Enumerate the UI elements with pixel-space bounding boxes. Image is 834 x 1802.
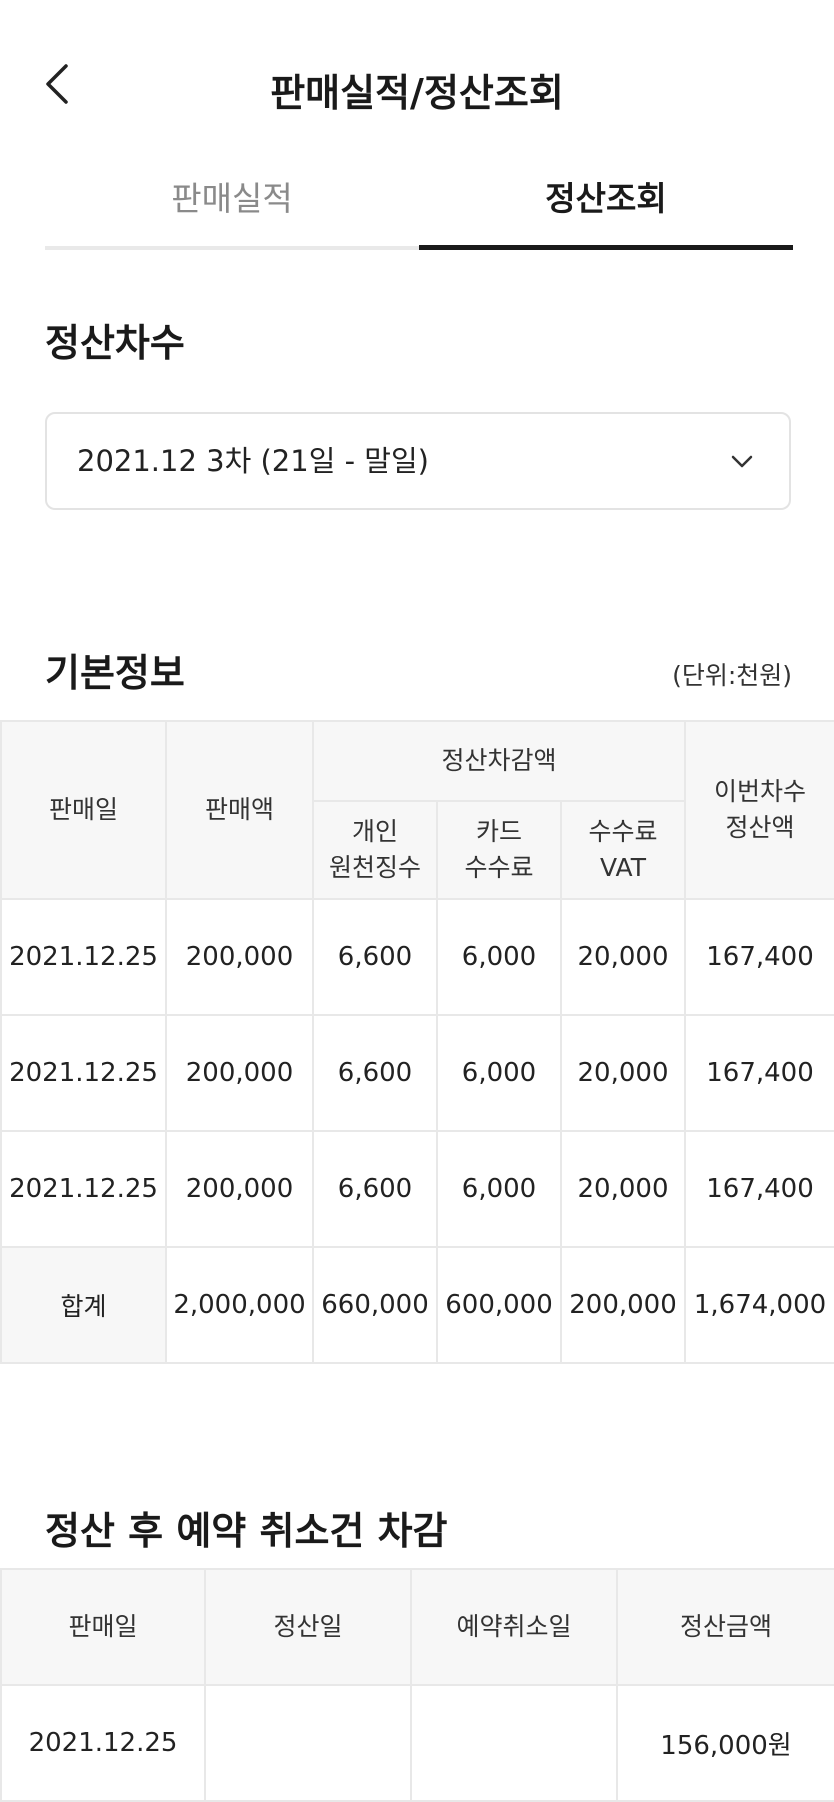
cell-settle: 167,400 — [684, 898, 834, 1016]
table-row: 2021.12.25 200,000 6,600 6,000 20,000 16… — [0, 898, 834, 1016]
cell-vat: 20,000 — [559, 1130, 687, 1248]
settlement-round-value: 2021.12 3차 (21일 - 말일) — [77, 444, 429, 478]
page-title: 판매실적/정산조회 — [270, 71, 564, 115]
cell-withholding: 6,600 — [312, 898, 438, 1016]
cell-card-fee: 6,000 — [436, 898, 562, 1016]
cell-withholding: 6,600 — [312, 1014, 438, 1132]
col-header-sale-amount: 판매액 — [165, 720, 314, 900]
cancellation-section-title: 정산 후 예약 취소건 차감 — [45, 1509, 448, 1553]
col-header-sale-date: 판매일 — [0, 720, 167, 900]
cell-settle: 167,400 — [684, 1130, 834, 1248]
cell-vat: 20,000 — [559, 1014, 687, 1132]
total-vat: 200,000 — [559, 1246, 687, 1364]
col-header-settle-amount: 정산금액 — [616, 1568, 834, 1686]
table-row: 2021.12.25 200,000 6,600 6,000 20,000 16… — [0, 1130, 834, 1248]
cell-date: 2021.12.25 — [0, 1014, 167, 1132]
cell-settle: 167,400 — [684, 1014, 834, 1132]
total-settle: 1,674,000 — [684, 1246, 834, 1364]
cell-cancel-date — [410, 1684, 618, 1802]
settlement-round-select[interactable]: 2021.12 3차 (21일 - 말일) — [45, 412, 791, 510]
unit-label: (단위:천원) — [672, 661, 792, 690]
basic-info-title: 기본정보 — [45, 651, 185, 695]
cell-withholding: 6,600 — [312, 1130, 438, 1248]
col-header-cancel-date: 예약취소일 — [410, 1568, 618, 1686]
col-header-deduction-group: 정산차감액 — [311, 720, 687, 802]
cell-sales: 200,000 — [165, 1014, 314, 1132]
total-label: 합계 — [0, 1246, 167, 1364]
chevron-down-icon — [731, 455, 753, 468]
settlement-round-title: 정산차수 — [45, 321, 185, 365]
col-header-withholding: 개인 원천징수 — [312, 800, 438, 900]
tab-sales-performance[interactable]: 판매실적 — [171, 179, 293, 218]
basic-info-table: 판매일 판매액 정산차감액 이번차수 정산액 개인 원천징수 카드 수수료 수수료 VA… — [0, 720, 834, 1364]
cell-settle-amount: 156,000원 — [616, 1684, 834, 1802]
col-header-card-fee: 카드 수수료 — [436, 800, 562, 900]
cell-card-fee: 6,000 — [436, 1130, 562, 1248]
chevron-left-icon — [46, 64, 68, 104]
tab-settlement-inquiry[interactable]: 정산조회 — [419, 170, 793, 250]
total-sales: 2,000,000 — [165, 1246, 314, 1364]
cell-sales: 200,000 — [165, 898, 314, 1016]
tab-bar: 판매실적 정산조회 — [45, 170, 793, 250]
col-header-settle-amount: 이번차수 정산액 — [684, 720, 834, 900]
cell-date: 2021.12.25 — [0, 1130, 167, 1248]
cell-card-fee: 6,000 — [436, 1014, 562, 1132]
cancellation-table: 판매일 정산일 예약취소일 정산금액 2021.12.25 156,000원 — [0, 1568, 834, 1802]
cell-date: 2021.12.25 — [0, 898, 167, 1016]
cell-settle-date — [204, 1684, 412, 1802]
col-header-fee-vat: 수수료 VAT — [559, 800, 687, 900]
col-header-settle-date: 정산일 — [204, 1568, 412, 1686]
back-button[interactable] — [40, 60, 84, 120]
table-row: 2021.12.25 200,000 6,600 6,000 20,000 16… — [0, 1014, 834, 1132]
total-withholding: 660,000 — [312, 1246, 438, 1364]
col-header-sale-date: 판매일 — [0, 1568, 206, 1686]
app-header: 판매실적/정산조회 — [0, 0, 834, 180]
cell-vat: 20,000 — [559, 898, 687, 1016]
total-row: 합계 2,000,000 660,000 600,000 200,000 1,6… — [0, 1246, 834, 1364]
cell-sales: 200,000 — [165, 1130, 314, 1248]
cell-sale-date: 2021.12.25 — [0, 1684, 206, 1802]
total-card-fee: 600,000 — [436, 1246, 562, 1364]
table-row: 2021.12.25 156,000원 — [0, 1684, 834, 1802]
